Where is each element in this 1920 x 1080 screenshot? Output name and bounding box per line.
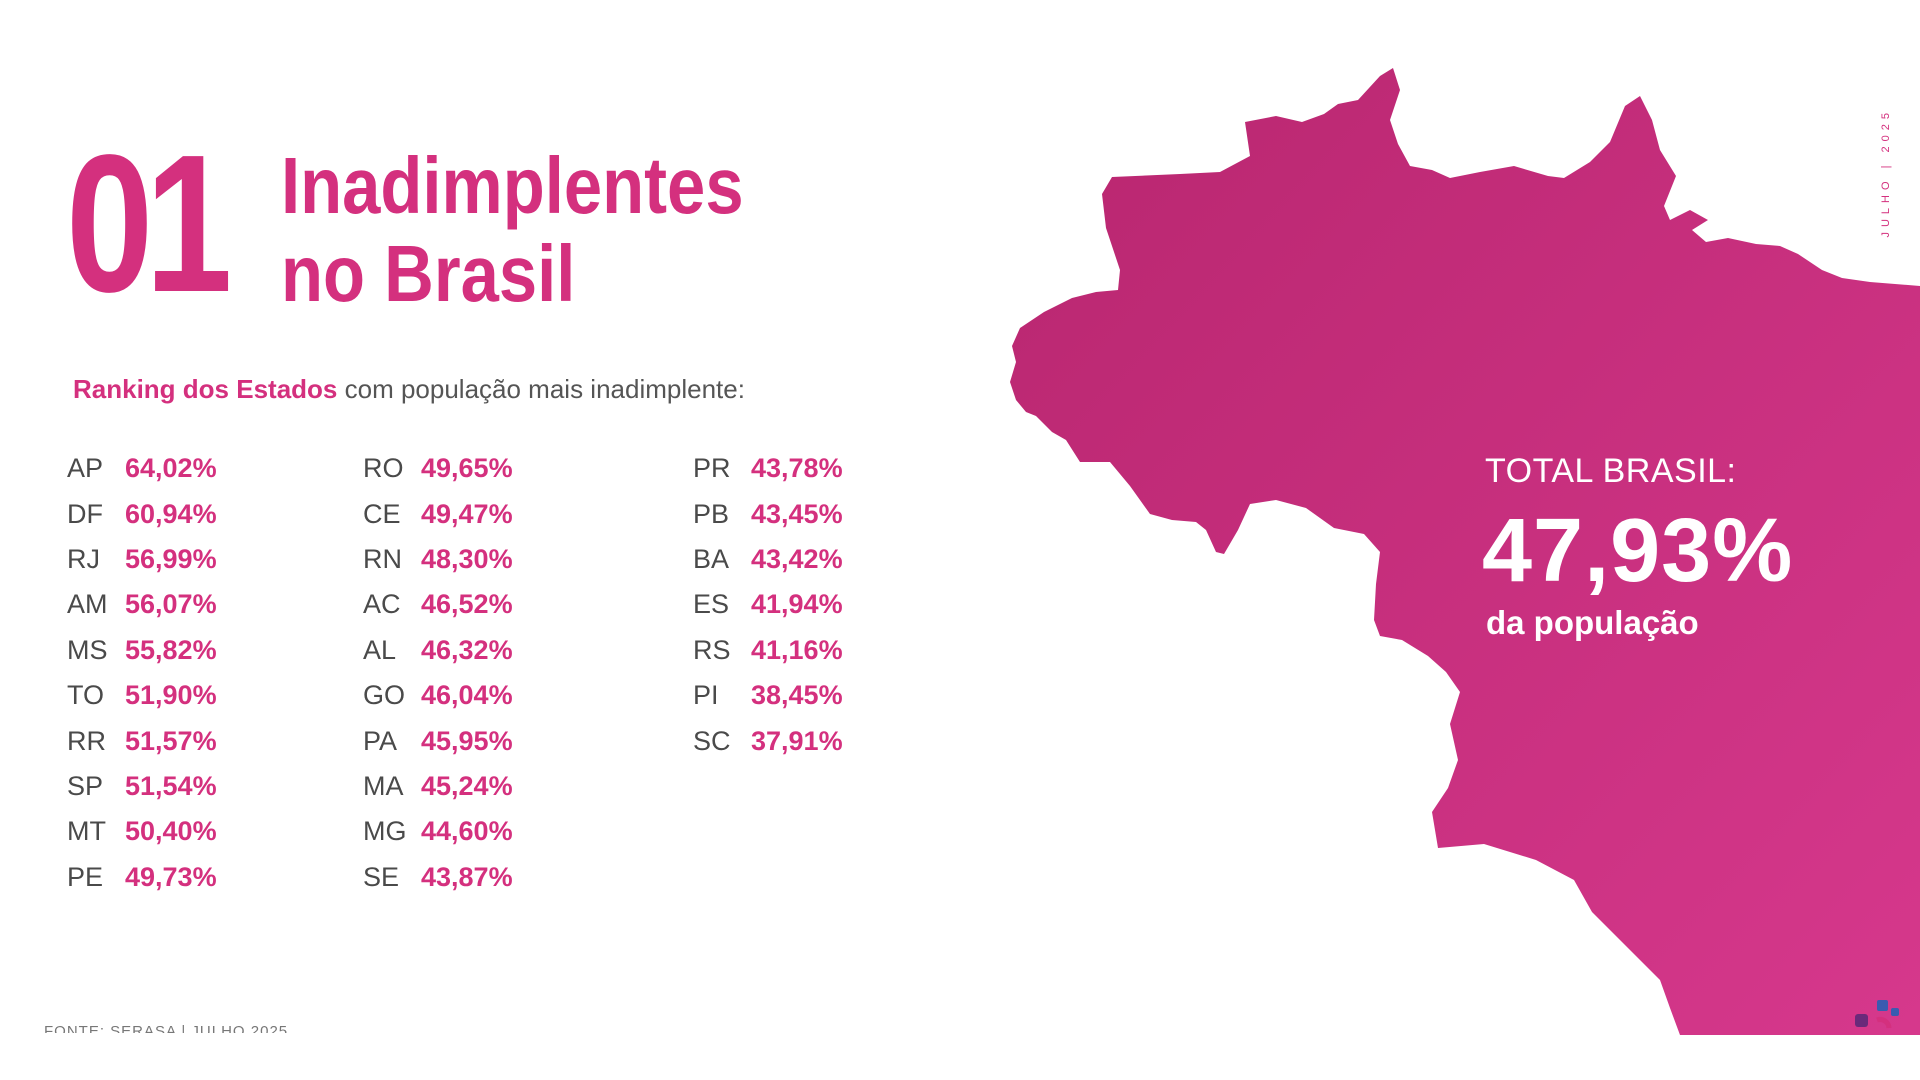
title-line-2: no Brasil [281,229,576,318]
ranking-row: PB 43,45% [693,491,843,536]
ranking-row: PA 45,95% [363,718,513,763]
ranking-row: SC 37,91% [693,718,843,763]
state-code: RJ [67,543,100,574]
state-code: CE [363,498,401,529]
ranking-row: CE 49,47% [363,491,513,536]
slide-number: 01 [66,114,232,333]
ranking-column-2: RO 49,65% CE 49,47% RN 48,30% AC 46,52% AL 46,32%… [363,446,513,900]
state-percentage: 49,47% [421,498,513,529]
state-code: AP [67,453,104,484]
state-code: MA [363,770,404,801]
ranking-row: AM 56,07% [67,582,217,627]
state-code: PA [363,725,398,756]
ranking-row: SE 43,87% [363,855,513,900]
state-code: PB [693,498,730,529]
state-code: GO [363,680,406,711]
state-percentage: 43,87% [421,861,513,892]
source-note: FONTE: SERASA | JULHO 2025 [44,1023,289,1033]
ranking-subtitle: Ranking dos Estados com população mais i… [73,374,745,405]
page-title: Inadimplentes no Brasil [281,142,744,318]
ranking-row: GO 46,04% [363,673,513,718]
state-code: AC [363,589,401,620]
state-code: ES [693,589,730,620]
state-percentage: 46,52% [421,589,513,620]
state-code: TO [67,680,105,711]
subtitle-rest: com população mais inadimplente: [337,374,745,404]
state-percentage: 41,94% [751,589,843,620]
ranking-row: MS 55,82% [67,628,217,673]
state-percentage: 37,91% [751,725,843,756]
state-code: SC [693,725,731,756]
ranking-column-1: AP 64,02% DF 60,94% RJ 56,99% AM 56,07% MS 55,82%… [67,446,217,900]
total-label: TOTAL BRASIL: [1485,452,1737,490]
state-percentage: 43,45% [751,498,843,529]
state-code: SE [363,861,400,892]
ranking-row: BA 43,42% [693,537,843,582]
state-percentage: 50,40% [125,816,217,847]
state-code: MT [67,816,106,847]
state-code: RS [693,634,731,665]
state-percentage: 51,54% [125,770,217,801]
state-code: SP [67,770,104,801]
ranking-row: RJ 56,99% [67,537,217,582]
state-percentage: 56,99% [125,543,217,574]
state-code: PI [693,680,719,711]
ranking-row: SP 51,54% [67,764,217,809]
ranking-row: TO 51,90% [67,673,217,718]
state-code: MG [363,816,407,847]
state-percentage: 60,94% [125,498,217,529]
state-code: RO [363,453,404,484]
brazil-map-icon [1010,68,1920,1035]
ranking-row: AL 46,32% [363,628,513,673]
state-percentage: 46,04% [421,680,513,711]
ranking-row: RS 41,16% [693,628,843,673]
state-code: BA [693,543,730,574]
state-percentage: 38,45% [751,680,843,711]
state-percentage: 44,60% [421,816,513,847]
ranking-row: RR 51,57% [67,718,217,763]
state-percentage: 43,78% [751,453,843,484]
ranking-row: PI 38,45% [693,673,843,718]
state-code: AL [363,634,397,665]
state-percentage: 51,57% [125,725,217,756]
state-code: RR [67,725,106,756]
state-percentage: 64,02% [125,453,217,484]
state-percentage: 56,07% [125,589,217,620]
ranking-row: RN 48,30% [363,537,513,582]
title-line-1: Inadimplentes [281,141,744,230]
state-percentage: 41,16% [751,634,843,665]
ranking-row: MG 44,60% [363,809,513,854]
ranking-column-3: PR 43,78% PB 43,45% BA 43,42% ES 41,94% RS 41,16%… [693,446,843,764]
ranking-row: DF 60,94% [67,491,217,536]
brand-logo-icon [1855,1000,1899,1029]
ranking-row: PR 43,78% [693,446,843,491]
total-subtitle: da população [1486,604,1699,641]
state-percentage: 51,90% [125,680,217,711]
total-value: 47,93% [1482,501,1794,601]
ranking-row: ES 41,94% [693,582,843,627]
state-code: PR [693,453,731,484]
ranking-row: AP 64,02% [67,446,217,491]
state-percentage: 48,30% [421,543,513,574]
ranking-row: PE 49,73% [67,855,217,900]
state-code: RN [363,543,402,574]
subtitle-highlight: Ranking dos Estados [73,374,338,404]
state-code: PE [67,861,104,892]
ranking-row: AC 46,52% [363,582,513,627]
state-percentage: 49,65% [421,453,513,484]
state-percentage: 55,82% [125,634,217,665]
date-label: JULHO | 2025 [1880,108,1892,238]
ranking-row: MA 45,24% [363,764,513,809]
state-percentage: 45,95% [421,725,513,756]
state-percentage: 49,73% [125,861,217,892]
state-code: MS [67,634,108,665]
ranking-row: RO 49,65% [363,446,513,491]
state-percentage: 45,24% [421,770,513,801]
ranking-row: MT 50,40% [67,809,217,854]
state-code: AM [67,589,108,620]
state-percentage: 43,42% [751,543,843,574]
state-percentage: 46,32% [421,634,513,665]
state-code: DF [67,498,103,529]
